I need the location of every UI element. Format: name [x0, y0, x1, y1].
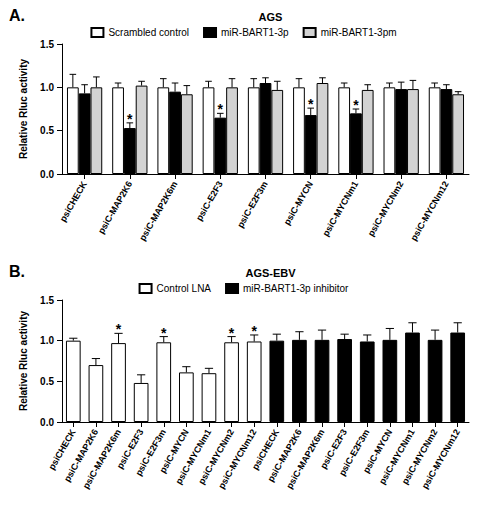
- svg-text:psiC-E2F3: psiC-E2F3: [318, 427, 349, 471]
- svg-text:*: *: [218, 101, 224, 117]
- svg-text:Relative Rluc activity: Relative Rluc activity: [18, 59, 29, 159]
- svg-text:*: *: [251, 323, 257, 339]
- svg-text:psiC-E2F3: psiC-E2F3: [194, 179, 225, 222]
- svg-text:Scrambled control: Scrambled control: [108, 27, 189, 38]
- svg-text:psiC-MAP2K6m: psiC-MAP2K6m: [284, 427, 326, 490]
- svg-text:psiC-MYCNm2: psiC-MYCNm2: [399, 427, 440, 487]
- svg-text:psiC-MYCN: psiC-MYCN: [361, 427, 395, 475]
- svg-text:psiC-MYCN: psiC-MYCN: [282, 179, 315, 226]
- svg-text:0.0: 0.0: [40, 169, 54, 180]
- svg-text:Relative Rluc activity: Relative Rluc activity: [18, 311, 29, 411]
- svg-text:*: *: [308, 96, 314, 112]
- svg-text:miR-BART1-3p inhibitor: miR-BART1-3p inhibitor: [243, 283, 349, 294]
- svg-text:psiC-MYCN: psiC-MYCN: [157, 427, 191, 475]
- svg-text:AGS-EBV: AGS-EBV: [245, 267, 296, 279]
- svg-text:*: *: [127, 111, 133, 127]
- svg-text:psiC-MYCNm1: psiC-MYCNm1: [173, 427, 214, 487]
- svg-text:B.: B.: [9, 263, 25, 280]
- svg-text:psiC-MAP2K6m: psiC-MAP2K6m: [81, 427, 123, 490]
- svg-text:psiC-MYCNm1: psiC-MYCNm1: [321, 179, 361, 238]
- svg-text:psiC-E2F3: psiC-E2F3: [114, 427, 146, 471]
- svg-text:psiC-E2F3m: psiC-E2F3m: [235, 179, 270, 229]
- svg-text:0.0: 0.0: [40, 417, 54, 428]
- svg-text:psiC-MYCNm12: psiC-MYCNm12: [409, 179, 451, 242]
- svg-text:*: *: [116, 321, 122, 337]
- svg-text:1.5: 1.5: [40, 295, 54, 306]
- svg-text:miR-BART1-3pm: miR-BART1-3pm: [321, 27, 397, 38]
- svg-text:psiC-MYCNm12: psiC-MYCNm12: [216, 427, 258, 490]
- svg-text:*: *: [229, 325, 235, 341]
- svg-text:psiCHECK: psiCHECK: [250, 427, 282, 472]
- svg-text:Control LNA: Control LNA: [157, 283, 212, 294]
- svg-text:miR-BART1-3p: miR-BART1-3p: [221, 27, 289, 38]
- svg-text:1.5: 1.5: [40, 39, 54, 50]
- svg-text:psiC-MYCNm1: psiC-MYCNm1: [377, 427, 417, 487]
- svg-text:*: *: [161, 325, 167, 341]
- svg-text:*: *: [353, 97, 359, 113]
- svg-text:psiC-E2F3m: psiC-E2F3m: [337, 427, 372, 478]
- svg-text:psiC-MYCNm12: psiC-MYCNm12: [420, 427, 462, 490]
- svg-text:0.5: 0.5: [40, 376, 54, 387]
- svg-text:0.5: 0.5: [40, 125, 54, 136]
- svg-text:psiC-MAP2K6m: psiC-MAP2K6m: [137, 179, 179, 242]
- svg-text:psiCHECK: psiCHECK: [58, 179, 89, 223]
- svg-text:psiC-MYCNm2: psiC-MYCNm2: [366, 179, 406, 238]
- svg-text:1.0: 1.0: [40, 335, 54, 346]
- svg-text:psiCHECK: psiCHECK: [46, 427, 78, 472]
- svg-text:1.0: 1.0: [40, 82, 54, 93]
- svg-text:psiC-MYCNm2: psiC-MYCNm2: [196, 427, 236, 487]
- svg-text:psiC-MAP2K6: psiC-MAP2K6: [96, 179, 134, 235]
- svg-text:psiC-E2F3m: psiC-E2F3m: [133, 427, 169, 478]
- svg-text:A.: A.: [9, 7, 25, 24]
- svg-text:AGS: AGS: [259, 11, 283, 23]
